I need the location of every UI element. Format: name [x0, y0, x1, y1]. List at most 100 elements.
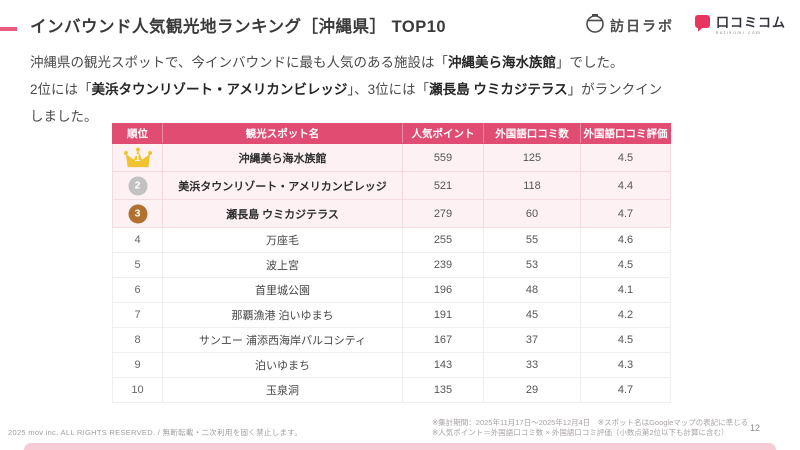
intro-line-3: しました。 — [30, 109, 98, 124]
rating-value: 4.4 — [580, 171, 671, 200]
reviews-count: 48 — [483, 277, 581, 303]
table-row: 9 泊いゆまち 143 33 4.3 — [112, 352, 671, 378]
col-header-reviews: 外国語口コミ数 — [483, 123, 581, 144]
points-value: 191 — [402, 302, 484, 328]
table-row: 6 首里城公園 196 48 4.1 — [112, 277, 671, 303]
hounichi-lab-logo-text: 訪日ラボ — [609, 17, 674, 34]
spot-name: 首里城公園 — [162, 277, 403, 303]
points-value: 167 — [402, 327, 484, 353]
footnotes: ※集計期間：2025年11月17日～2025年12月4日 ※スポット名はGoog… — [432, 418, 748, 437]
reviews-count: 125 — [483, 143, 581, 172]
rating-value: 4.5 — [580, 252, 671, 278]
table-row: 4 万座毛 255 55 4.6 — [112, 227, 671, 253]
footnote-line-1: ※集計期間：2025年11月17日～2025年12月4日 ※スポット名はGoog… — [432, 418, 749, 427]
reviews-count: 29 — [483, 377, 581, 403]
rating-value: 4.3 — [580, 352, 671, 378]
col-header-rank: 順位 — [112, 123, 163, 144]
table-row: 7 那覇漁港 泊いゆまち 191 45 4.2 — [112, 302, 671, 328]
rank-badge: 9 — [122, 353, 154, 377]
top2-spot-name-inline: 美浜タウンリゾート・アメリカンビレッジ — [91, 82, 348, 97]
page-title: インバウンド人気観光地ランキング［沖縄県］ TOP10 — [30, 18, 447, 36]
col-header-points: 人気ポイント — [402, 123, 484, 144]
rating-value: 4.1 — [580, 277, 671, 303]
rank-badge: 8 — [122, 328, 154, 352]
rank-number: 3 — [128, 204, 147, 223]
rank-number: 4 — [134, 234, 141, 246]
rating-value: 4.5 — [580, 143, 671, 172]
spot-name: 波上宮 — [162, 252, 403, 278]
spot-name: 美浜タウンリゾート・アメリカンビレッジ — [162, 171, 403, 200]
crown-icon — [123, 147, 152, 167]
rating-value: 4.5 — [580, 327, 671, 353]
page-number: 12 — [749, 423, 760, 433]
points-value: 143 — [402, 352, 484, 378]
rank-badge: 10 — [122, 378, 154, 402]
rating-value: 4.6 — [580, 227, 671, 253]
title-accent-dash — [0, 27, 17, 31]
hounichi-lab-icon — [585, 13, 605, 38]
reviews-count: 37 — [483, 327, 581, 353]
top3-spot-name-inline: 瀬長島 ウミカジテラス — [429, 82, 568, 97]
table-row: 10 玉泉洞 135 29 4.7 — [112, 377, 671, 403]
rank-badge: 6 — [122, 278, 154, 302]
table-header-row: 順位 観光スポット名 人気ポイント 外国語口コミ数 外国語口コミ評価 — [112, 123, 671, 144]
bottom-decorative-bar — [24, 443, 776, 450]
table-row: 5 波上宮 239 53 4.5 — [112, 252, 671, 278]
points-value: 239 — [402, 252, 484, 278]
intro-line-2: 2位には「美浜タウンリゾート・アメリカンビレッジ」、3位には「瀬長島 ウミカジテ… — [30, 82, 663, 97]
footnote-line-2: ※人気ポイント＝外国語口コミ数 × 外国語口コミ評価（小数点第2位以下も計算に含… — [432, 427, 729, 437]
rank-number: 8 — [134, 334, 141, 346]
rank-number: 1 — [134, 152, 141, 164]
points-value: 135 — [402, 377, 484, 403]
rank-badge: 7 — [122, 303, 154, 327]
points-value: 255 — [402, 227, 484, 253]
reviews-count: 33 — [483, 352, 581, 378]
spot-name: 泊いゆまち — [162, 352, 403, 378]
copyright-text: 2025 mov inc. ALL RIGHTS RESERVED. / 無断転… — [8, 428, 303, 437]
reviews-count: 60 — [483, 199, 581, 228]
table-row: 8 サンエー 浦添西海岸パルコシティ 167 37 4.5 — [112, 327, 671, 353]
kutikomi-logo-subtext: kutikomi com — [715, 29, 762, 35]
kutikomi-speech-bubble-icon — [694, 14, 711, 37]
kutikomi-logo-text: 口コミコム — [715, 14, 786, 30]
spot-name: 玉泉洞 — [162, 377, 403, 403]
spot-name: サンエー 浦添西海岸パルコシティ — [162, 327, 403, 353]
spot-name: 那覇漁港 泊いゆまち — [162, 302, 403, 328]
points-value: 279 — [402, 199, 484, 228]
spot-name: 瀬長島 ウミカジテラス — [162, 199, 403, 228]
rank-number: 2 — [128, 176, 147, 195]
table-row: 3 瀬長島 ウミカジテラス 279 60 4.7 — [112, 199, 671, 228]
col-header-name: 観光スポット名 — [162, 123, 403, 144]
rank-number: 9 — [134, 359, 141, 371]
reviews-count: 45 — [483, 302, 581, 328]
kutikomi-logo: 口コミコム kutikomi com — [694, 14, 786, 37]
col-header-rating: 外国語口コミ評価 — [580, 123, 671, 144]
rank-badge: 1 — [122, 146, 154, 170]
ranking-table: 順位 観光スポット名 人気ポイント 外国語口コミ数 外国語口コミ評価 1 — [112, 123, 671, 403]
spot-name: 万座毛 — [162, 227, 403, 253]
rank-badge: 4 — [122, 228, 154, 252]
ranking-table-body: 1 沖縄美ら海水族館 559 125 4.5 2 — [112, 143, 671, 403]
points-value: 559 — [402, 143, 484, 172]
table-row: 2 美浜タウンリゾート・アメリカンビレッジ 521 118 4.4 — [112, 171, 671, 200]
reviews-count: 53 — [483, 252, 581, 278]
table-row: 1 沖縄美ら海水族館 559 125 4.5 — [112, 143, 671, 172]
spot-name: 沖縄美ら海水族館 — [162, 143, 403, 172]
rank-number: 5 — [134, 259, 141, 271]
intro-text: 沖縄県の観光スポットで、今インバウンドに最も人気のある施設は「沖縄美ら海水族館」… — [30, 49, 770, 130]
rank-badge: 3 — [122, 202, 154, 226]
reviews-count: 118 — [483, 171, 581, 200]
top1-spot-name-inline: 沖縄美ら海水族館 — [447, 55, 556, 70]
rating-value: 4.2 — [580, 302, 671, 328]
rank-number: 6 — [134, 284, 141, 296]
hounichi-lab-logo: 訪日ラボ — [585, 13, 674, 38]
rank-number: 10 — [131, 384, 144, 396]
points-value: 196 — [402, 277, 484, 303]
rank-badge: 2 — [122, 174, 154, 198]
rank-badge: 5 — [122, 253, 154, 277]
reviews-count: 55 — [483, 227, 581, 253]
intro-line-1: 沖縄県の観光スポットで、今インバウンドに最も人気のある施設は「沖縄美ら海水族館」… — [30, 55, 624, 70]
rating-value: 4.7 — [580, 377, 671, 403]
rank-number: 7 — [134, 309, 141, 321]
